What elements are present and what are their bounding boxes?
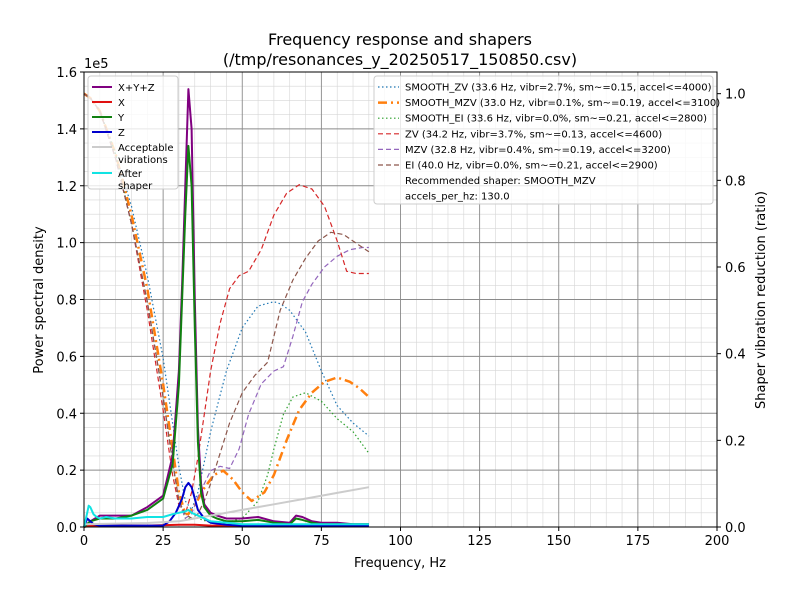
legend-psd-label: X — [118, 98, 125, 109]
shaper-series-line-3 — [83, 93, 369, 515]
legend-psd-label: Y — [117, 113, 125, 124]
legend-shaper-label: SMOOTH_ZV (33.6 Hz, vibr=2.7%, sm~=0.15,… — [405, 83, 712, 94]
chart-title: Frequency response and shapers — [268, 30, 532, 49]
shaper-series-line-0 — [83, 93, 370, 511]
legend-psd-box — [87, 75, 179, 190]
x-axis-label: Frequency, Hz — [354, 556, 446, 571]
legend-recommended-shaper: Recommended shaper: SMOOTH_MZV — [405, 176, 596, 187]
shaper-series-line-1 — [83, 92, 370, 516]
shaper-series-line-5 — [83, 93, 370, 519]
psd-series-line-5 — [83, 504, 369, 528]
legend-psd-label: X+Y+Z — [118, 83, 155, 94]
plot-area — [83, 88, 370, 528]
legend-shaper-label: SMOOTH_MZV (33.0 Hz, vibr=0.1%, sm~=0.19… — [405, 98, 720, 109]
axis-ticks: 0 25 50 75 100 125 150 175 2000.00.20.40.60.81.0… — [56, 66, 745, 549]
chart-subtitle: (/tmp/resonances_y_20250517_150850.csv) — [223, 50, 577, 70]
legend-psd: X+Y+Z XYZ Acceptable vibrations After shaper — [87, 75, 179, 192]
x-tick-label: 125 — [467, 534, 492, 549]
legend-shaper-label: MZV (32.8 Hz, vibr=0.4%, sm~=0.19, accel… — [405, 145, 671, 156]
legend-psd-label: Z — [118, 128, 125, 139]
y-tick-label-left: 0.8 — [56, 294, 77, 309]
y-axis-exponent: 1e5 — [84, 57, 109, 72]
y-axis-label-right: Shaper vibration reduction (ratio) — [754, 191, 769, 409]
legend-psd-label: Acceptable vibrations — [118, 143, 174, 166]
y-tick-label-right: 0.0 — [725, 521, 746, 536]
y-tick-label-left: 1.4 — [56, 123, 77, 138]
legend-accels-per-hz: accels_per_hz: 130.0 — [405, 192, 510, 203]
y-tick-label-right: 0.6 — [725, 261, 746, 276]
y-tick-label-left: 0.0 — [56, 521, 77, 536]
psd-series-line-3 — [83, 481, 369, 528]
legend-psd-label: After shaper — [118, 169, 153, 192]
x-tick-label: 75 — [313, 534, 330, 549]
y-tick-label-left: 1.0 — [56, 237, 77, 252]
legend-shaper-label: SMOOTH_EI (33.6 Hz, vibr=0.0%, sm~=0.21,… — [405, 114, 707, 125]
x-tick-label: 200 — [705, 534, 730, 549]
legend-shaper-label: EI (40.0 Hz, vibr=0.0%, sm~=0.21, accel<… — [405, 161, 658, 172]
x-tick-label: 50 — [234, 534, 251, 549]
psd-series-line-4 — [83, 486, 370, 526]
x-tick-label: 0 — [80, 534, 88, 549]
x-tick-label: 175 — [625, 534, 650, 549]
x-tick-label: 150 — [546, 534, 571, 549]
legend-shapers: SMOOTH_ZV (33.6 Hz, vibr=2.7%, sm~=0.15,… — [373, 75, 720, 205]
y-tick-label-right: 0.4 — [725, 348, 746, 363]
y-tick-label-left: 1.6 — [56, 66, 77, 81]
y-tick-label-left: 0.6 — [56, 350, 77, 365]
y-tick-label-right: 0.8 — [725, 174, 746, 189]
legend-shapers-box — [373, 75, 714, 205]
x-tick-label: 100 — [388, 534, 413, 549]
y-tick-label-right: 0.2 — [725, 434, 746, 449]
y-tick-label-left: 1.2 — [56, 180, 77, 195]
y-tick-label-left: 0.4 — [56, 407, 77, 422]
y-axis-label-left: Power spectral density — [32, 226, 47, 374]
y-tick-label-right: 1.0 — [725, 88, 746, 103]
psd-series-line-2 — [83, 144, 369, 528]
legend-shaper-label: ZV (34.2 Hz, vibr=3.7%, sm~=0.13, accel<… — [405, 129, 662, 140]
x-tick-label: 25 — [155, 534, 172, 549]
y-tick-label-left: 0.2 — [56, 464, 77, 479]
